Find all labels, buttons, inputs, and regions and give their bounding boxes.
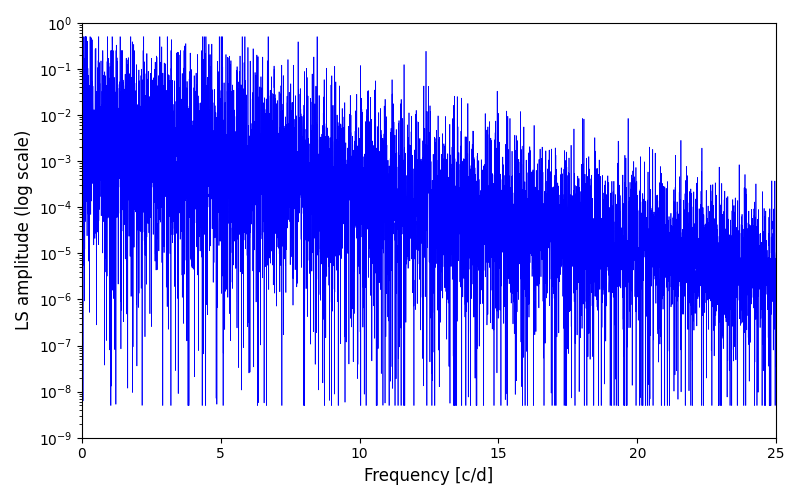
Y-axis label: LS amplitude (log scale): LS amplitude (log scale) [15, 130, 33, 330]
X-axis label: Frequency [c/d]: Frequency [c/d] [364, 467, 494, 485]
